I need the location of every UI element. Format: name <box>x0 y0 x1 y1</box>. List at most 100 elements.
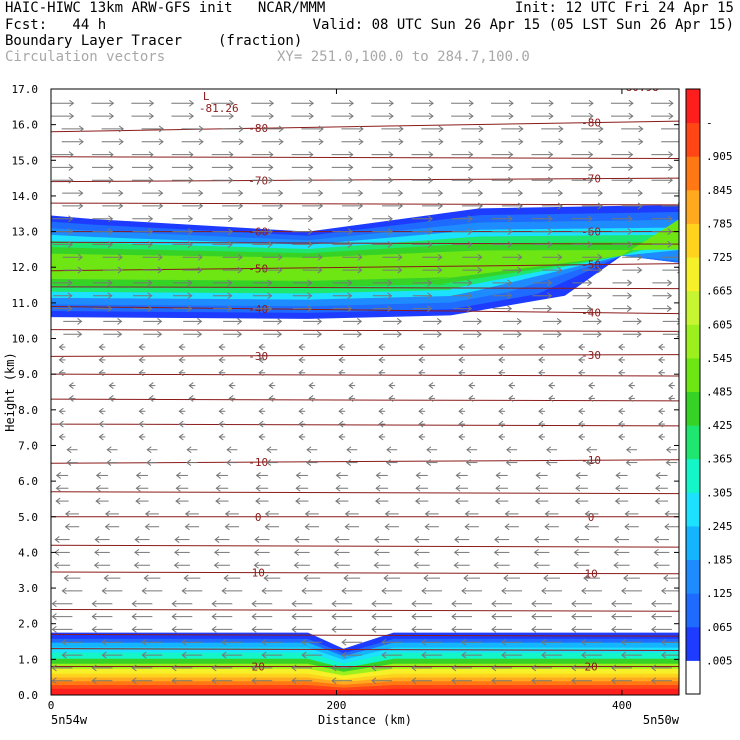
wind-vector-head <box>597 266 603 274</box>
colorbar-swatch <box>686 189 700 224</box>
wind-vector-head <box>148 164 154 171</box>
contour-label: 10 <box>252 567 265 580</box>
wind-vector-head <box>228 176 234 184</box>
wind-vector-head <box>178 369 184 377</box>
wind-vector-head <box>374 536 380 543</box>
wind-vector-head <box>188 176 194 184</box>
wind-vector-head <box>157 253 163 261</box>
wind-vector-head <box>54 536 60 543</box>
colorbar-swatch <box>686 223 700 258</box>
wind-vector-head <box>575 484 581 492</box>
wind-vector-head <box>298 369 304 377</box>
wind-vector-head <box>388 151 394 158</box>
wind-vector-head <box>221 651 227 659</box>
colorbar-label: .605 <box>706 318 733 331</box>
wind-vector-head <box>538 407 544 415</box>
wind-vector-head <box>267 215 274 223</box>
wind-vector-head <box>171 677 177 685</box>
wind-vector-head <box>538 420 544 428</box>
wind-vector-head <box>147 228 154 235</box>
wind-vector-head <box>331 600 337 608</box>
wind-vector-head <box>451 600 457 608</box>
wind-vector-head <box>307 305 313 312</box>
contour-label: 20 <box>584 660 597 673</box>
colorbar-swatch <box>686 425 700 460</box>
wind-vector-head <box>304 510 310 518</box>
y-tick-label: 0.0 <box>18 689 38 702</box>
wind-vector-head <box>611 626 617 633</box>
wind-vector-head <box>661 587 667 595</box>
wind-vector-head <box>141 638 147 646</box>
wind-vector-head <box>624 523 630 531</box>
wind-vector-head <box>188 151 194 158</box>
x-axis-label: Distance (km) <box>318 713 412 727</box>
header-forecast-hour: Fcst: 44 h <box>5 17 107 33</box>
wind-vector-head <box>91 664 97 672</box>
wind-vector-head <box>578 420 584 428</box>
wind-vector-head <box>77 253 83 261</box>
wind-vector-head <box>478 138 484 146</box>
wind-vector-head <box>68 382 74 389</box>
wind-vector-head <box>214 549 220 556</box>
wind-vector-head <box>668 99 674 107</box>
wind-vector-head <box>501 587 507 595</box>
wind-vector-head <box>108 176 114 184</box>
temperature-contour <box>51 423 679 427</box>
y-tick-label: 3.0 <box>18 582 38 595</box>
wind-vector-head <box>653 536 660 543</box>
wind-vector-head <box>436 330 442 338</box>
x-tick-label: 200 <box>327 699 347 712</box>
wind-vector-head <box>338 407 344 415</box>
wind-vector-head <box>618 433 624 441</box>
low-marker-value: -81.26 <box>199 102 239 115</box>
wind-vector-head <box>356 330 363 338</box>
wind-vector-head <box>318 202 324 210</box>
wind-vector-head <box>398 189 404 197</box>
wind-vector-head <box>67 241 74 248</box>
surface-tracer-band <box>51 688 679 695</box>
wind-vector-head <box>501 638 507 646</box>
wind-vector-head <box>618 343 624 351</box>
wind-vector-head <box>68 151 74 158</box>
wind-vector-head <box>467 241 473 248</box>
wind-vector-head <box>67 292 73 300</box>
wind-vector-head <box>655 472 661 479</box>
wind-vector-head <box>378 356 384 364</box>
colorbar-swatch <box>686 391 700 426</box>
wind-vector-head <box>55 472 62 479</box>
wind-vector-head <box>291 626 297 633</box>
colorbar-swatch <box>686 626 700 661</box>
wind-vector-head <box>68 228 74 235</box>
wind-vector-head <box>331 613 337 620</box>
wind-vector-head <box>533 561 539 569</box>
temperature-contour <box>51 286 679 290</box>
wind-vector-head <box>188 382 194 389</box>
wind-vector-head <box>458 420 464 428</box>
wind-vector-head <box>261 651 267 659</box>
wind-vector-head <box>477 253 483 261</box>
wind-vector-head <box>628 151 634 158</box>
wind-vector-head <box>421 638 427 646</box>
wind-vector-head <box>415 497 421 505</box>
x-end-location: 5n50w <box>643 713 680 727</box>
wind-vector-head <box>517 189 524 197</box>
wind-vector-head <box>316 330 323 338</box>
wind-vector-head <box>556 318 562 325</box>
wind-vector-head <box>138 420 144 428</box>
colorbar-label: .545 <box>706 352 733 365</box>
wind-vector-head <box>211 600 217 608</box>
wind-vector-head <box>258 343 264 351</box>
wind-vector-head <box>585 459 591 466</box>
wind-vector-head <box>378 343 384 351</box>
wind-vector-head <box>508 176 514 184</box>
wind-vector-head <box>476 330 482 338</box>
wind-vector-head <box>348 382 354 389</box>
y-tick-label: 14.0 <box>12 190 39 203</box>
wind-vector-head <box>276 330 283 338</box>
wind-vector-head <box>143 574 149 582</box>
wind-vector-head <box>468 112 474 120</box>
wind-vector-head <box>298 356 304 364</box>
wind-vector-head <box>267 305 273 312</box>
wind-vector-head <box>211 664 217 672</box>
